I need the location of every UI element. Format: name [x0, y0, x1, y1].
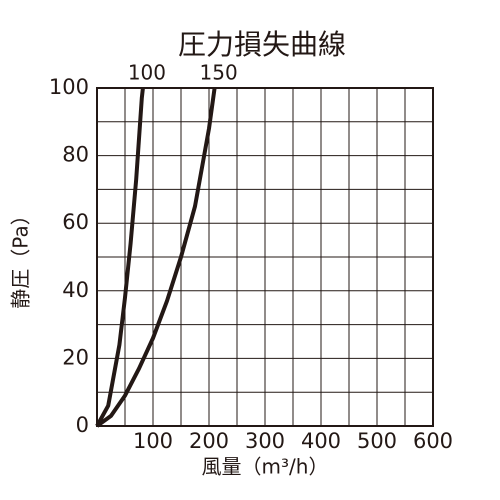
y-axis-label: 静圧（Pa） [9, 205, 33, 308]
x-tick-label: 600 [413, 429, 453, 453]
y-tick-label: 40 [62, 278, 89, 302]
plot-frame [96, 87, 434, 427]
y-tick-label: 0 [76, 413, 89, 437]
chart-title: 圧力損失曲線 [178, 28, 346, 61]
series-line [95, 87, 145, 427]
x-tick-label: 400 [301, 429, 341, 453]
x-tick-label: 200 [189, 429, 229, 453]
y-tick-label: 20 [62, 345, 89, 369]
x-axis-label: 風量（m³/h） [202, 455, 329, 479]
y-tick-label: 80 [62, 143, 89, 167]
series-label: 150 [200, 61, 238, 85]
x-tick-label: 100 [133, 429, 173, 453]
series-line [95, 87, 217, 428]
series-label: 100 [128, 61, 166, 85]
y-tick-label: 60 [62, 210, 89, 234]
y-tick-label: 100 [49, 75, 89, 99]
x-tick-label: 500 [357, 429, 397, 453]
x-tick-label: 300 [245, 429, 285, 453]
